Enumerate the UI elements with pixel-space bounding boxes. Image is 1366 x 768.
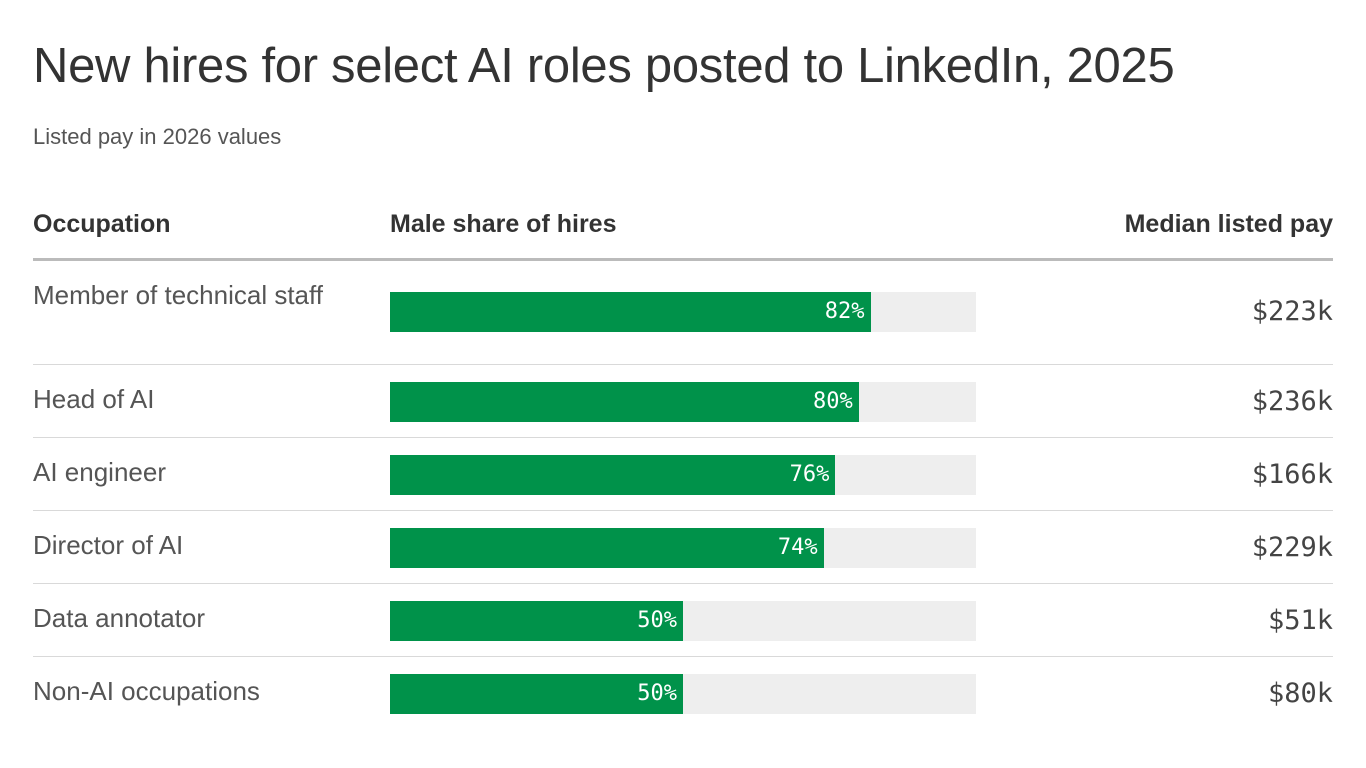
median-pay-value: $223k [1251, 296, 1333, 327]
header-divider [33, 258, 1333, 261]
row-divider [33, 656, 1333, 657]
bar-value-label: 50% [637, 681, 677, 706]
column-header-occupation: Occupation [33, 210, 171, 238]
bar: 50% [390, 601, 683, 641]
bar: 76% [390, 455, 836, 495]
row-divider [33, 437, 1333, 438]
occupation-label: Non-AI occupations [33, 676, 260, 706]
chart-subtitle: Listed pay in 2026 values [33, 124, 282, 149]
bar-track: 50% [390, 674, 976, 714]
median-pay-value: $229k [1251, 532, 1333, 563]
bar: 82% [390, 292, 871, 332]
median-pay-value: $166k [1251, 459, 1333, 490]
row-divider [33, 510, 1333, 511]
bar-value-label: 76% [789, 462, 830, 487]
median-pay-value: $51k [1267, 605, 1333, 636]
bar: 80% [390, 382, 859, 422]
column-header-male-share: Male share of hires [390, 210, 617, 238]
bar-track: 74% [390, 528, 976, 568]
chart-title: New hires for select AI roles posted to … [33, 39, 1175, 93]
column-header-median-pay: Median listed pay [1124, 210, 1333, 238]
bar-value-label: 80% [813, 389, 853, 414]
bar-value-label: 82% [824, 299, 865, 324]
bar: 74% [390, 528, 824, 568]
bar-track: 76% [390, 455, 976, 495]
occupation-label: Member of technical staff [33, 280, 323, 310]
median-pay-value: $236k [1251, 386, 1333, 417]
occupation-label: Head of AI [33, 384, 155, 414]
occupation-label: Director of AI [33, 530, 184, 560]
bar-track: 80% [390, 382, 976, 422]
bar-value-label: 50% [637, 608, 677, 633]
occupation-label: AI engineer [33, 457, 166, 487]
bar: 50% [390, 674, 683, 714]
row-divider [33, 583, 1333, 584]
bar-track: 82% [390, 292, 976, 332]
bar-value-label: 74% [777, 535, 818, 560]
median-pay-value: $80k [1267, 678, 1333, 709]
row-divider [33, 364, 1333, 365]
bar-track: 50% [390, 601, 976, 641]
occupation-label: Data annotator [33, 603, 206, 633]
